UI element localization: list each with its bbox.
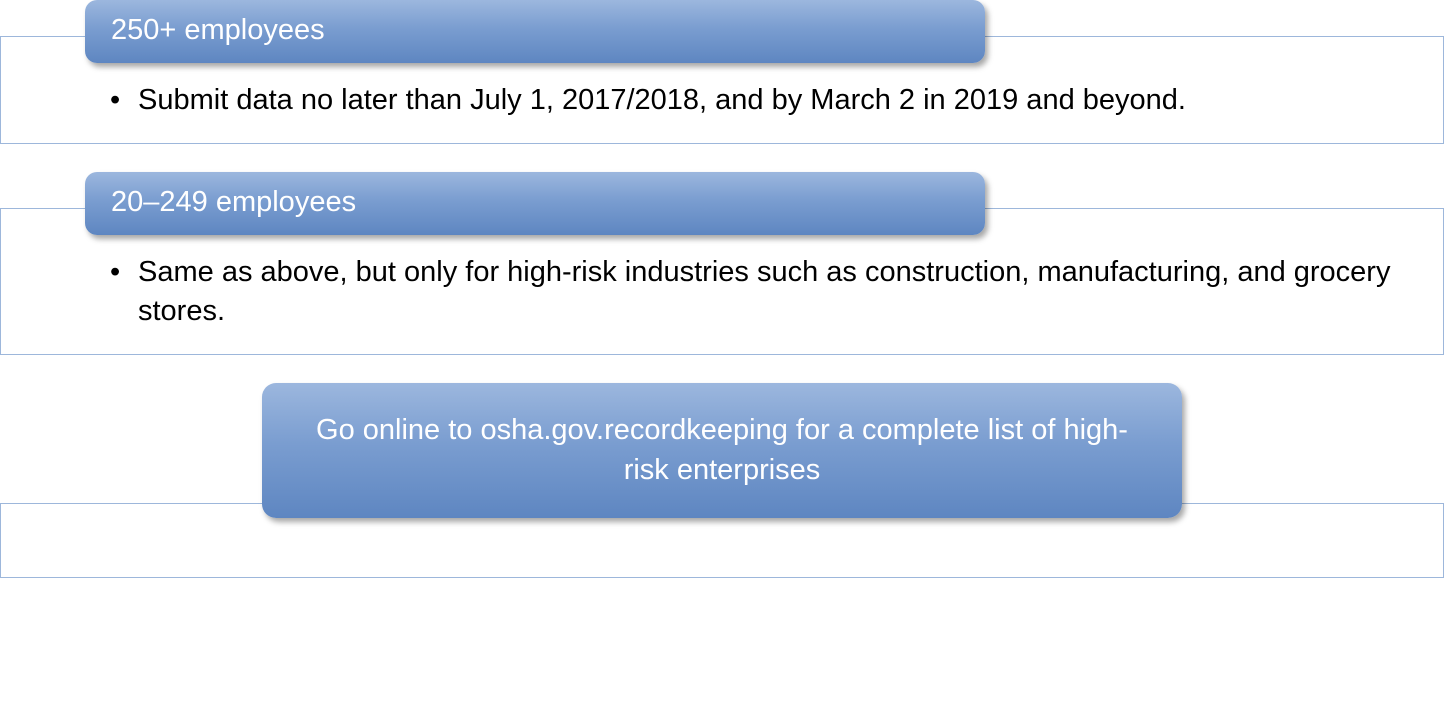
footer-text: Go online to osha.gov.recordkeeping for … — [316, 414, 1128, 485]
section-20-249: 20–249 employees Same as above, but only… — [0, 172, 1444, 355]
bullet-item: Submit data no later than July 1, 2017/2… — [110, 81, 1394, 120]
section-header-250: 250+ employees — [85, 0, 985, 63]
section-title: 20–249 employees — [111, 186, 356, 218]
section-body: Same as above, but only for high-risk in… — [0, 235, 1444, 355]
section-header-20-249: 20–249 employees — [85, 172, 985, 235]
section-body: Submit data no later than July 1, 2017/2… — [0, 63, 1444, 144]
footer-section: Go online to osha.gov.recordkeeping for … — [0, 383, 1444, 517]
footer-callout: Go online to osha.gov.recordkeeping for … — [262, 383, 1182, 517]
section-250-plus: 250+ employees Submit data no later than… — [0, 0, 1444, 144]
bullet-item: Same as above, but only for high-risk in… — [110, 253, 1394, 331]
section-title: 250+ employees — [111, 14, 325, 46]
